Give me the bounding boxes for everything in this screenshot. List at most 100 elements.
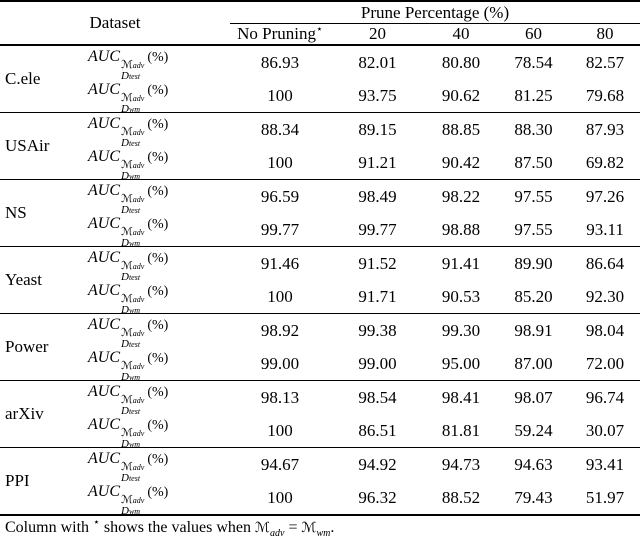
prune-percentage-header: Prune Percentage (%): [230, 1, 640, 24]
auc-text: AUC: [88, 450, 120, 467]
script-d: D: [121, 204, 129, 216]
value-cell: 82.57: [585, 52, 625, 72]
table-row: NS AUC ℳadv Dtest (%) 96.59 98.49 98.22 97.…: [0, 179, 640, 247]
script-m: ℳ: [121, 292, 133, 305]
script-d: D: [121, 304, 129, 316]
script-m: ℳ: [121, 359, 133, 372]
table-row: AUC ℳadv Dwm (%) 100 93.75 90.62 81.25 79.6…: [0, 79, 640, 115]
metric-superscript: ℳadv: [121, 224, 144, 238]
value-cell: 92.30: [585, 286, 625, 306]
value-cell: 98.88: [441, 219, 481, 239]
value-cell: 82.01: [358, 52, 397, 72]
value-cell: 89.15: [330, 112, 426, 146]
value-cell: 99.38: [330, 313, 426, 347]
value-cell: 90.42: [441, 152, 481, 172]
value-cell: 79.43: [497, 481, 571, 516]
percent-text: (%): [147, 284, 169, 299]
metric-subscript: Dwm: [121, 503, 140, 517]
metric-label-wm: AUC ℳadv Dwm (%): [85, 213, 230, 249]
metric-supsub: ℳadv Dtest: [121, 124, 144, 149]
metric-subscript: Dtest: [121, 135, 140, 149]
metric-label-test: AUC ℳadv Dtest (%): [85, 45, 230, 82]
metric-superscript: ℳadv: [121, 358, 145, 372]
column-header-no-pruning: No Pruning⋆: [230, 22, 331, 46]
results-table: Dataset Prune Percentage (%) No Pruning⋆…: [0, 0, 640, 517]
metric-superscript: ℳadv: [121, 425, 145, 438]
table-row: AUC ℳadv Dwm (%) 100 91.71 90.53 85.20 92.3…: [0, 280, 640, 316]
adv-subscript: adv: [132, 94, 145, 103]
header-row-sub: No Pruning⋆ 20 40 60 80: [0, 22, 640, 46]
metric-superscript: ℳadv: [121, 325, 144, 339]
adv-subscript: adv: [132, 195, 145, 204]
table-footnote: Column with ⋆ shows the values when ℳadv…: [0, 516, 640, 539]
auc-text: AUC: [88, 81, 120, 98]
value-cell: 88.85: [425, 112, 498, 146]
metric-superscript: ℳadv: [121, 291, 144, 305]
value-cell: 98.07: [497, 380, 571, 414]
percent-text: (%): [147, 485, 169, 500]
auc-text: AUC: [88, 483, 120, 500]
dataset-name: Power: [0, 313, 85, 381]
percent-text: (%): [147, 83, 169, 98]
script-m: ℳ: [121, 259, 133, 272]
value-cell: 96.74: [570, 380, 640, 414]
value-cell: 99.00: [358, 353, 397, 373]
value-cell: 72.00: [585, 353, 625, 373]
value-cell: 81.25: [514, 85, 553, 105]
auc-text: AUC: [88, 383, 120, 400]
table-row: Power AUC ℳadv Dtest (%) 98.92 99.38 99.30 …: [0, 313, 640, 381]
adv-subscript: adv: [132, 429, 145, 438]
auc-text: AUC: [88, 182, 120, 199]
table-row: arXiv AUC ℳadv Dtest (%) 98.13 98.54 98.41 …: [0, 380, 640, 448]
script-m: ℳ: [121, 225, 133, 238]
value-cell: 98.91: [497, 313, 571, 347]
script-m-adv: ℳ: [255, 520, 270, 536]
metric-superscript: ℳadv: [121, 124, 144, 137]
value-cell: 100: [267, 420, 293, 440]
test-subscript: test: [128, 273, 141, 282]
metric-supsub: ℳadv Dtest: [121, 191, 145, 216]
adv-subscript: adv: [132, 262, 145, 271]
metric-subscript: Dwm: [121, 369, 140, 383]
metric-supsub: ℳadv Dwm: [121, 425, 145, 450]
dataset-name: PPI: [0, 447, 85, 516]
percent-text: (%): [147, 50, 169, 65]
dataset-name: USAir: [0, 112, 85, 180]
value-cell: 94.63: [497, 447, 571, 481]
value-cell: 86.93: [260, 52, 300, 72]
metric-supsub: ℳadv Dtest: [121, 459, 144, 484]
column-header-60: 60: [497, 23, 571, 46]
metric-supsub: ℳadv Dtest: [121, 57, 144, 82]
metric-subscript: Dwm: [121, 436, 140, 450]
auc-text: AUC: [88, 148, 120, 165]
value-cell: 98.49: [330, 179, 426, 213]
auc-text: AUC: [88, 215, 120, 232]
script-d: D: [121, 405, 129, 417]
script-m: ℳ: [121, 91, 133, 104]
value-cell: 97.55: [497, 179, 571, 213]
table-row: AUC ℳadv Dwm (%) 99.77 99.77 98.88 97.55 93…: [0, 213, 640, 249]
star-icon: ⋆: [93, 515, 100, 529]
value-cell: 95.00: [441, 353, 481, 373]
test-subscript: test: [128, 340, 141, 349]
script-m: ℳ: [121, 326, 133, 339]
adv-subscript: adv: [269, 528, 285, 539]
script-d: D: [121, 338, 129, 350]
value-cell: 93.75: [358, 85, 397, 105]
metric-subscript: Dwm: [121, 235, 140, 249]
value-cell: 97.55: [514, 219, 553, 239]
value-cell: 90.62: [441, 85, 481, 105]
table-row: AUC ℳadv Dwm (%) 100 86.51 81.81 59.24 30.0…: [0, 414, 640, 450]
auc-text: AUC: [88, 416, 120, 433]
adv-subscript: adv: [132, 396, 145, 405]
value-cell: 96.59: [230, 179, 331, 213]
metric-superscript: ℳadv: [121, 459, 144, 472]
metric-label-test: AUC ℳadv Dtest (%): [85, 447, 231, 484]
value-cell: 91.41: [425, 246, 498, 280]
metric-label-test: AUC ℳadv Dtest (%): [85, 112, 231, 149]
star-icon: ⋆: [316, 22, 323, 36]
table-row: C.ele AUC ℳadv Dtest (%) 86.93 82.01 80.80 …: [0, 45, 640, 88]
adv-subscript: adv: [132, 362, 145, 371]
table-row: AUC ℳadv Dwm (%) 100 91.21 90.42 87.50 69.8…: [0, 146, 640, 182]
test-subscript: test: [128, 407, 141, 416]
